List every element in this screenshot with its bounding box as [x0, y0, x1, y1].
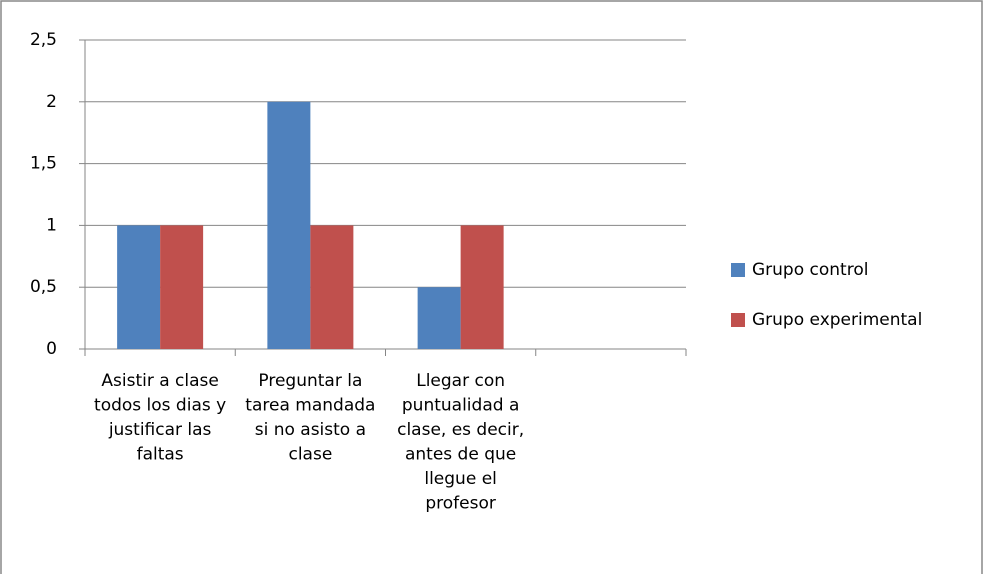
y-tick-label: 0,5: [30, 277, 57, 297]
bar: [117, 225, 161, 349]
x-tick-label-line: tarea mandada: [245, 396, 375, 416]
legend-label: Grupo control: [752, 260, 868, 280]
x-tick-label: Preguntar la tarea mandada si no asisto a c…: [245, 371, 375, 465]
x-tick-label-line: todos los dias y: [94, 396, 226, 416]
x-tick-label: Asistir a clase todos los dias y justifica…: [94, 371, 226, 465]
x-tick-label-line: faltas: [137, 445, 184, 465]
bar: [310, 225, 354, 349]
x-tick-label-line: Asistir a clase: [101, 371, 218, 391]
x-tick-label-line: clase: [288, 445, 332, 465]
y-tick-label: 2,5: [30, 30, 57, 50]
x-tick-label-line: justificar las: [108, 420, 212, 440]
x-tick-label-line: antes de que: [405, 445, 516, 465]
bar: [267, 101, 311, 349]
bar: [417, 287, 461, 349]
y-tick-label: 2: [46, 92, 57, 112]
x-tick-label-line: puntualidad a: [402, 396, 519, 416]
y-tick-label: 1,5: [30, 154, 57, 174]
legend-label: Grupo experimental: [752, 310, 922, 330]
legend-swatch: [731, 263, 745, 277]
x-tick-label-line: Llegar con: [416, 371, 505, 391]
x-tick-label-line: si no asisto a: [255, 420, 366, 440]
bar: [460, 225, 504, 349]
legend-swatch: [731, 313, 745, 327]
x-tick-label-line: clase, es decir,: [397, 420, 524, 440]
x-tick-label-line: llegue el: [424, 469, 497, 489]
y-tick-label: 0: [46, 339, 57, 359]
y-tick-label: 1: [46, 215, 57, 235]
x-tick-label-line: Preguntar la: [258, 371, 362, 391]
bar: [160, 225, 204, 349]
x-tick-label-line: profesor: [425, 494, 496, 514]
x-tick-label: Llegar con puntualidad a clase, es decir, a…: [397, 371, 524, 514]
